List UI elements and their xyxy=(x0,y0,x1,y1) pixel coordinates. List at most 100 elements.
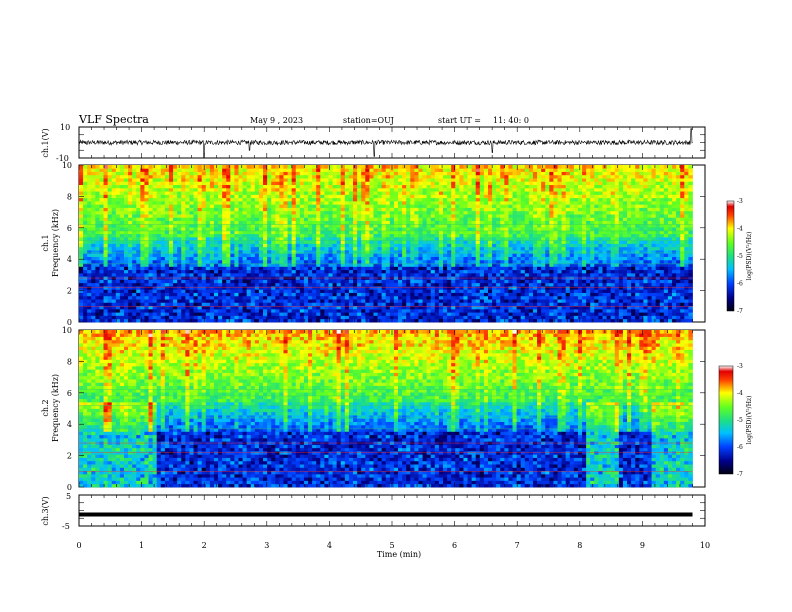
spec1-cell xyxy=(271,230,276,235)
spec1-cell xyxy=(353,187,358,192)
spec1-cell xyxy=(95,210,100,215)
spec1-cell xyxy=(324,210,329,215)
spec1-cell xyxy=(173,246,178,251)
spec1-cell xyxy=(324,200,329,205)
spec1-cell xyxy=(218,246,223,251)
spec1-cell xyxy=(438,191,444,195)
spec1-cell xyxy=(410,272,415,277)
spec1-cell xyxy=(463,259,468,264)
spec1-cell xyxy=(361,240,366,244)
spec1-cell xyxy=(168,279,174,284)
spec1-cell xyxy=(189,243,194,248)
spec1-cell xyxy=(83,236,88,241)
spec1-cell xyxy=(177,305,182,310)
spec1-cell xyxy=(205,256,211,261)
spec1-cell xyxy=(459,207,464,212)
spec1-cell xyxy=(353,223,358,228)
spec1-cell xyxy=(475,191,481,195)
spec1-cell xyxy=(136,214,141,218)
spec1-cell xyxy=(459,279,464,284)
spec1-cell xyxy=(393,165,399,169)
spec1-cell xyxy=(291,289,297,293)
spec1-cell xyxy=(398,210,403,215)
spec1-cell xyxy=(443,187,448,192)
spec1-cell xyxy=(332,282,338,287)
spec1-cell xyxy=(402,243,407,248)
spec1-cell xyxy=(377,318,383,323)
spec1-cell xyxy=(189,312,194,316)
spec1-cell xyxy=(111,178,117,182)
spec1-cell xyxy=(467,246,473,251)
spec1-cell xyxy=(426,302,432,307)
spec1-cell xyxy=(267,197,272,202)
spec1-cell xyxy=(115,295,121,300)
spec1-cell xyxy=(365,295,370,300)
spec1-cell xyxy=(205,210,211,215)
spec1-cell xyxy=(340,308,346,313)
spec1-cell xyxy=(410,207,415,212)
spec1-cell xyxy=(258,272,264,277)
spec1-cell xyxy=(209,243,215,248)
spec1-cell xyxy=(83,272,88,277)
spec1-cell xyxy=(230,250,235,254)
spec1-cell xyxy=(451,302,456,307)
spec1-cell xyxy=(246,200,252,205)
spec1-cell xyxy=(344,165,350,169)
spec1-cell xyxy=(168,299,174,303)
spec1-cell xyxy=(103,302,109,307)
spec1-cell xyxy=(328,308,333,313)
spec1-cell xyxy=(418,318,423,323)
spec1-cell xyxy=(213,246,219,251)
spec1-cell xyxy=(455,305,460,310)
spec1-cell xyxy=(418,263,423,267)
spec1-cell xyxy=(119,263,125,267)
spec1-cell xyxy=(438,246,444,251)
spec1-cell xyxy=(193,168,199,172)
spec1-cell xyxy=(303,263,309,267)
spec1-cell xyxy=(83,168,88,172)
spec1-cell xyxy=(353,181,358,186)
spec1-cell xyxy=(164,253,170,257)
spec1-cell xyxy=(238,312,243,316)
spec1-cell xyxy=(79,227,84,231)
spec1-cell xyxy=(487,230,493,235)
spec1-cell xyxy=(177,250,182,254)
spec1-cell xyxy=(115,279,121,284)
spec1-cell xyxy=(320,236,325,241)
spec1-cell xyxy=(222,286,227,290)
spec1-cell xyxy=(103,246,109,251)
spec1-cell xyxy=(467,269,473,274)
spec1-cell xyxy=(181,217,186,221)
spec1-cell xyxy=(279,187,284,192)
spec1-cell xyxy=(115,227,121,231)
spec1-cell xyxy=(332,210,338,215)
spec1-cell xyxy=(164,289,170,293)
spec1-cell xyxy=(254,312,260,316)
spec1-cell xyxy=(455,286,460,290)
spec1-cell xyxy=(459,174,464,179)
spec1-cell xyxy=(344,200,350,205)
spec1-cell xyxy=(185,282,190,287)
spec1-cell xyxy=(197,246,203,251)
spec1-cell xyxy=(295,315,301,320)
spec1-cell xyxy=(487,250,493,254)
spec1-cell xyxy=(115,292,121,297)
spec1-cell xyxy=(128,236,133,241)
spec1-cell xyxy=(447,312,452,316)
spec1-cell xyxy=(324,230,329,235)
spec1-cell xyxy=(361,217,366,221)
spec1-cell xyxy=(303,243,309,248)
spec1-cell xyxy=(258,305,264,310)
spec1-cell xyxy=(119,233,125,238)
spec1-cell xyxy=(398,250,403,254)
spec1-cell xyxy=(148,194,154,199)
spec1-cell xyxy=(438,250,444,254)
spec1-cell xyxy=(361,168,366,172)
spec1-cell xyxy=(111,259,117,264)
spec1-cell xyxy=(406,250,411,254)
spec1-cell xyxy=(324,272,329,277)
spec1-cell xyxy=(275,279,280,284)
spec1-cell xyxy=(234,312,239,316)
spec1-cell xyxy=(128,194,133,199)
spec1-cell xyxy=(132,266,137,271)
